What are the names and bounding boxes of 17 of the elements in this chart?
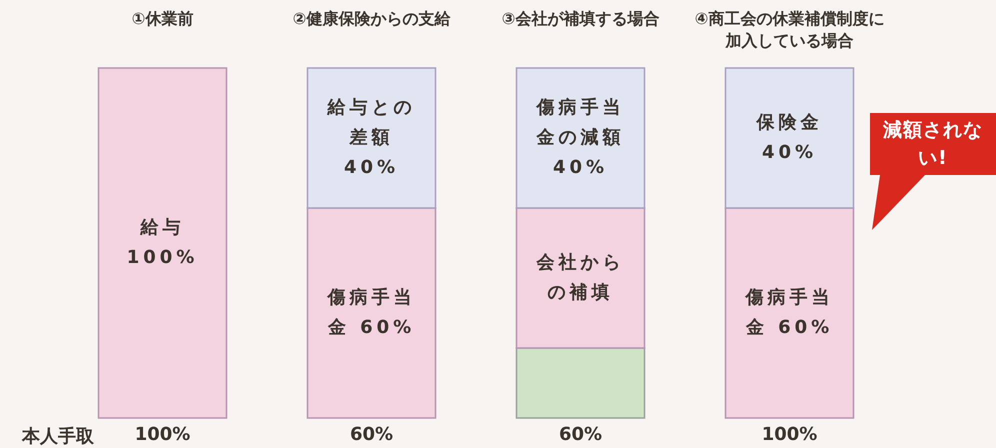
data-label: 保険金 40% bbox=[755, 111, 824, 165]
x-tick-label: ①休業前 bbox=[130, 8, 194, 30]
x-tick-label: ②健康保険からの支給 bbox=[292, 8, 452, 30]
text: 本人手取 bbox=[20, 425, 95, 448]
data-label: 会社からの補填 bbox=[535, 251, 626, 305]
x-tick-label: ③会社が補填する場合 bbox=[500, 8, 660, 30]
data-label: 傷病手当金 60% bbox=[744, 286, 834, 340]
x-tick-label: ④商工会の休業補償制度に加入している場合 bbox=[694, 8, 886, 52]
text: 60% bbox=[348, 424, 394, 445]
annotation: 減額されない! bbox=[882, 118, 984, 171]
text: 100% bbox=[134, 424, 192, 445]
data-label: 給与との差額 40% bbox=[326, 96, 416, 180]
data-label: 傷病手当金 60% bbox=[326, 286, 416, 340]
text: 100% bbox=[760, 424, 818, 445]
text: 60% bbox=[558, 424, 604, 445]
data-label: 傷病手当金の減額 40% bbox=[535, 96, 626, 180]
data-label: 給与 100% bbox=[126, 216, 200, 270]
